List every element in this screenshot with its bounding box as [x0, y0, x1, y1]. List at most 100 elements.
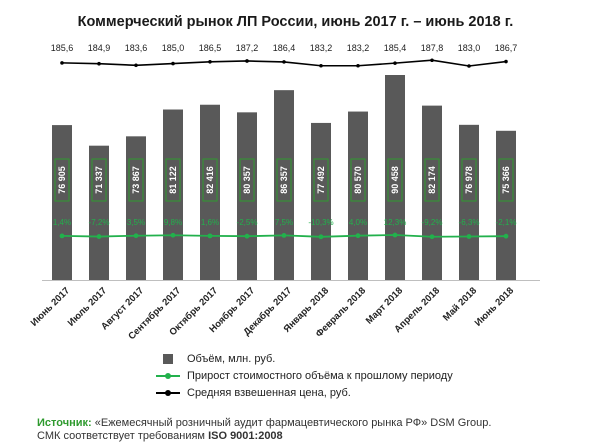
growth-label: 4,0%	[349, 218, 367, 227]
legend-item-price: Средняя взвешенная цена, руб.	[155, 384, 453, 401]
bar-value-label: 71 337	[94, 166, 104, 194]
bar	[52, 125, 72, 280]
price-label: 185,6	[51, 43, 74, 53]
price-point	[356, 63, 360, 68]
growth-point	[96, 234, 102, 239]
price-point	[319, 63, 323, 68]
growth-point	[244, 233, 250, 239]
growth-label: 7,5%	[275, 218, 293, 227]
growth-label: -7,2%	[89, 218, 110, 227]
growth-label: 9,8%	[164, 218, 182, 227]
price-point	[97, 61, 101, 66]
growth-label: -10,3%	[308, 218, 333, 227]
legend-label-growth: Прирост стоимостного объёма к прошлому п…	[187, 369, 453, 382]
bar-label-box	[461, 158, 477, 202]
growth-point	[59, 233, 65, 239]
x-tick-label: Июнь 2018	[473, 285, 516, 328]
price-label: 187,2	[236, 43, 259, 53]
growth-label: -2,5%	[237, 218, 258, 227]
bar-value-label: 80 570	[353, 166, 363, 194]
price-point	[282, 60, 286, 64]
bar-value-label: 90 458	[390, 166, 400, 194]
bar-label-box	[350, 158, 366, 202]
price-label: 186,5	[199, 43, 222, 53]
bar-value-label: 76 905	[57, 166, 67, 194]
source-label: Источник:	[37, 417, 92, 429]
price-label: 184,9	[88, 43, 111, 53]
bar-label-box	[239, 158, 255, 202]
price-point	[171, 61, 175, 66]
bar-label-box	[424, 158, 440, 202]
growth-label: -9,2%	[422, 218, 443, 227]
growth-point	[429, 234, 435, 240]
bar-label-box	[91, 158, 107, 202]
price-point	[208, 60, 212, 64]
bar-label-box	[54, 158, 70, 202]
growth-point	[318, 234, 324, 240]
growth-point	[281, 233, 287, 238]
price-point	[60, 61, 64, 65]
bar-value-label: 80 357	[242, 166, 252, 194]
growth-label: 12,3%	[384, 218, 407, 227]
price-point	[393, 61, 397, 65]
price-point	[430, 58, 434, 63]
x-tick-label: Май 2018	[441, 285, 479, 323]
growth-label: 1,4%	[53, 218, 71, 227]
bar	[496, 130, 516, 280]
bar-label-box	[313, 158, 329, 202]
growth-point	[503, 233, 509, 239]
growth-point	[466, 234, 472, 239]
bar-value-label: 82 416	[205, 166, 215, 194]
price-label: 183,6	[125, 43, 148, 53]
bar-value-label: 76 978	[464, 166, 474, 194]
chart-title: Коммерческий рынок ЛП России, июнь 2017 …	[77, 14, 514, 30]
bar-value-label: 82 174	[427, 166, 437, 194]
price-point	[134, 63, 138, 68]
legend-swatch-growth	[155, 370, 181, 382]
price-point	[245, 59, 249, 63]
bar	[126, 136, 146, 280]
bar-value-label: 77 492	[316, 166, 326, 194]
source-line2: СМК соответствует требованиям	[37, 430, 209, 442]
bar-label-box	[498, 158, 514, 202]
legend: Объём, млн. руб. Прирост стоимостного об…	[155, 350, 453, 401]
growth-label: -2,1%	[496, 218, 517, 227]
legend-label-volume: Объём, млн. руб.	[187, 352, 276, 365]
price-label: 185,0	[162, 43, 185, 53]
price-point	[467, 64, 471, 68]
growth-label: 1,6%	[201, 218, 219, 227]
bar-label-box	[276, 158, 292, 202]
source-text: «Ежемесячный розничный аудит фармацевтич…	[91, 417, 492, 429]
bar-value-label: 81 122	[168, 166, 178, 194]
price-label: 183,2	[347, 43, 370, 53]
growth-label: -6,3%	[459, 218, 480, 227]
legend-item-volume: Объём, млн. руб.	[155, 350, 453, 367]
legend-label-price: Средняя взвешенная цена, руб.	[187, 386, 351, 399]
source-note: Источник: «Ежемесячный розничный аудит ф…	[37, 417, 491, 443]
bar-label-box	[165, 158, 181, 202]
growth-point	[392, 232, 398, 238]
growth-point	[207, 233, 213, 239]
bar-value-label: 73 867	[131, 166, 141, 194]
legend-swatch-bar	[155, 353, 181, 365]
legend-item-growth: Прирост стоимостного объёма к прошлому п…	[155, 367, 453, 384]
bar-value-label: 75 366	[501, 166, 511, 194]
price-label: 185,4	[384, 43, 407, 53]
bar-value-label: 86 357	[279, 166, 289, 194]
price-label: 187,8	[421, 43, 444, 53]
price-label: 183,0	[458, 43, 481, 53]
price-label: 186,4	[273, 43, 296, 53]
price-label: 186,7	[495, 43, 518, 53]
source-iso: ISO 9001:2008	[208, 430, 283, 442]
bar-label-box	[202, 158, 218, 202]
bar-label-box	[387, 158, 403, 202]
price-point	[504, 59, 508, 64]
bar	[459, 124, 479, 280]
growth-label: 3,5%	[127, 218, 145, 227]
price-label: 183,2	[310, 43, 333, 53]
bar-label-box	[128, 158, 144, 202]
growth-point	[133, 233, 139, 239]
growth-point	[170, 232, 176, 238]
growth-point	[355, 233, 361, 239]
